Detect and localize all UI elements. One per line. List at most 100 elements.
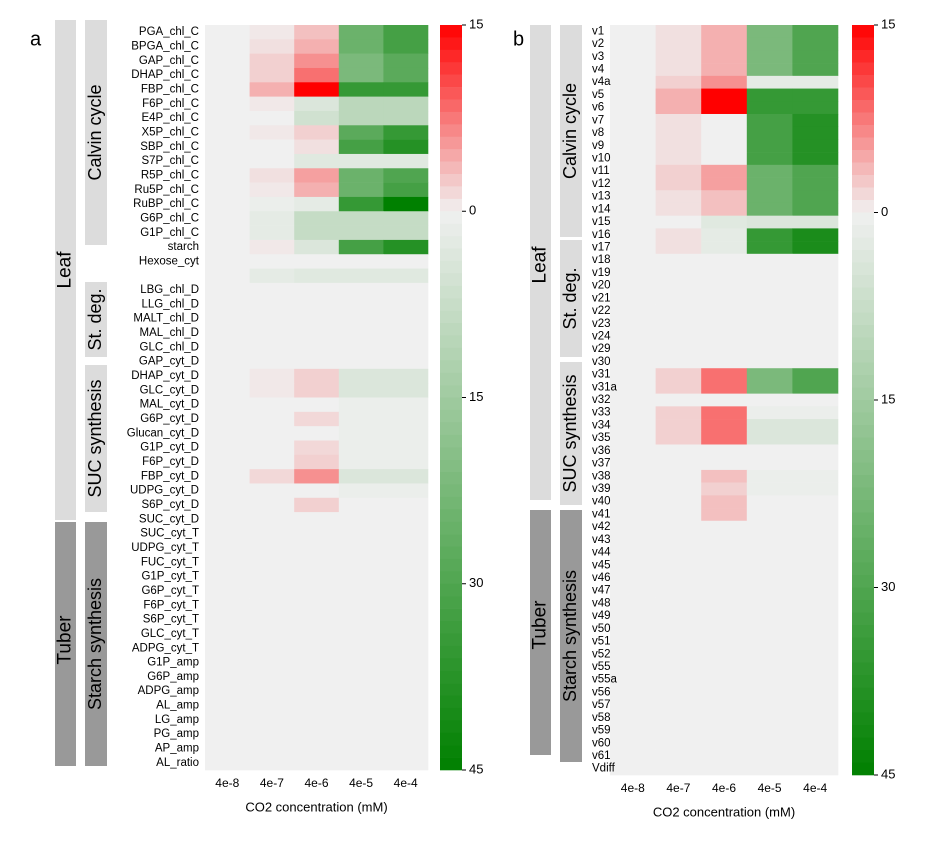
subgroup-label: SUC synthesis: [560, 374, 580, 492]
row-label: X5P_chl_C: [141, 126, 199, 138]
heatmap-cell: [338, 698, 384, 713]
heatmap-cell: [655, 342, 702, 356]
row-label: GAP_cyt_D: [139, 356, 199, 368]
heatmap-cell: [338, 454, 384, 470]
subgroup-label: Calvin cycle: [85, 84, 105, 180]
x-tick-label: 4e-5: [349, 776, 373, 790]
row-label: v20: [592, 280, 611, 292]
heatmap-cell: [338, 53, 384, 69]
heatmap-cell: [383, 311, 429, 327]
colorbar-band: [852, 87, 874, 101]
heatmap-cell: [205, 555, 250, 570]
colorbar-band: [440, 496, 462, 510]
colorbar-band: [440, 621, 462, 634]
colorbar-band: [852, 112, 874, 126]
heatmap-cell: [205, 239, 250, 255]
heatmap-cell: [205, 698, 250, 713]
heatmap-cell: [655, 406, 702, 420]
heatmap-cell: [338, 67, 384, 83]
heatmap-cell: [205, 325, 250, 341]
colorbar-band: [852, 600, 874, 613]
heatmap-cell: [249, 82, 295, 97]
heatmap-cell: [338, 182, 384, 198]
heatmap-cell: [338, 526, 384, 542]
heatmap-cell: [655, 457, 702, 471]
x-tick-label: 4e-6: [712, 781, 736, 795]
heatmap-cell: [792, 406, 839, 420]
heatmap-cell: [205, 139, 250, 155]
heatmap-cell: [655, 266, 702, 280]
heatmap-cell: [205, 96, 250, 112]
heatmap-cell: [701, 622, 748, 636]
colorbar-band: [440, 298, 462, 311]
colorbar-tick-label: 15: [469, 389, 483, 404]
heatmap-cell: [294, 311, 340, 327]
colorbar-tick-label: 15: [469, 16, 483, 31]
heatmap-cell: [205, 440, 250, 456]
heatmap-cell: [610, 724, 656, 738]
heatmap-cell: [701, 304, 748, 318]
heatmap-cell: [792, 317, 839, 331]
heatmap-cell: [655, 75, 702, 89]
heatmap-cell: [610, 495, 656, 509]
heatmap-cell: [383, 426, 429, 441]
heatmap-cell: [249, 741, 295, 756]
colorbar-band: [852, 675, 874, 688]
heatmap-cell: [746, 673, 793, 687]
heatmap-cell: [205, 182, 250, 198]
row-label: v52: [592, 648, 611, 660]
heatmap-cell: [610, 113, 656, 127]
heatmap-cell: [205, 211, 250, 226]
heatmap-cell: [610, 647, 656, 661]
row-label: ADPG_amp: [138, 685, 199, 697]
heatmap-cell: [383, 67, 429, 83]
row-label: v11: [592, 165, 610, 177]
heatmap-cell: [205, 641, 250, 656]
heatmap-cell: [610, 571, 656, 585]
subgroup-label: Starch synthesis: [85, 578, 105, 710]
heatmap-cell: [205, 311, 250, 327]
heatmap-cell: [294, 454, 340, 470]
heatmap-cell: [701, 558, 748, 572]
heatmap-cell: [610, 558, 656, 572]
heatmap-cell: [792, 101, 839, 115]
heatmap-cell: [701, 50, 748, 64]
heatmap-cell: [701, 380, 748, 394]
row-label: v33: [592, 407, 611, 419]
heatmap-cell: [205, 569, 250, 585]
heatmap-cell: [294, 712, 340, 728]
heatmap-cell: [383, 469, 429, 484]
row-label: PGA_chl_C: [139, 26, 199, 38]
heatmap-cell: [746, 482, 793, 496]
colorbar-tick-label: 30: [881, 579, 895, 594]
heatmap-cell: [610, 482, 656, 496]
heatmap-cell: [792, 724, 839, 738]
row-label: v39: [592, 483, 611, 495]
row-label: F6P_cyt_T: [143, 599, 199, 611]
heatmap-cell: [792, 241, 839, 255]
heatmap-cell: [792, 228, 839, 242]
heatmap-cell: [249, 669, 295, 685]
heatmap-cell: [655, 393, 702, 407]
colorbar-band: [440, 459, 462, 473]
heatmap-cell: [610, 406, 656, 420]
colorbar-band: [852, 400, 874, 413]
heatmap-cell: [205, 39, 250, 54]
heatmap-cell: [294, 110, 340, 126]
colorbar-band: [440, 658, 462, 671]
group-label: Tuber: [530, 600, 551, 650]
colorbar-band: [440, 720, 462, 734]
subgroup-label: Calvin cycle: [560, 83, 580, 179]
colorbar-tick-label: 30: [469, 575, 483, 590]
heatmap-cell: [610, 279, 656, 293]
heatmap-cell: [338, 340, 384, 355]
row-label: GLC_chl_D: [140, 341, 199, 353]
row-label: v13: [592, 191, 611, 203]
subgroup-label: St. deg.: [85, 288, 105, 350]
heatmap-cell: [746, 126, 793, 140]
heatmap-cell: [701, 63, 748, 77]
row-label: v55: [592, 661, 611, 673]
heatmap-cell: [383, 340, 429, 355]
heatmap-cell: [383, 684, 429, 699]
heatmap-cell: [294, 282, 340, 298]
